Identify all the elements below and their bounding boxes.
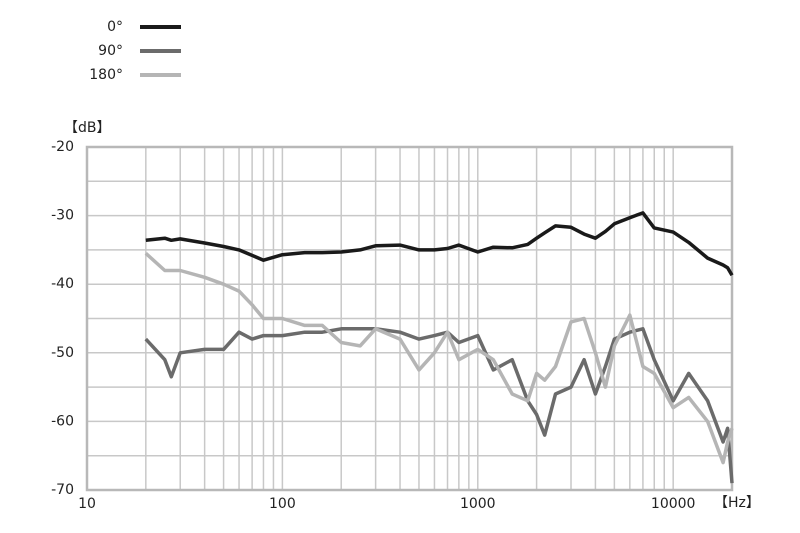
plot-border: [85, 145, 734, 492]
y-tick-label: -60: [51, 413, 74, 429]
x-tick-label: 1000: [460, 496, 496, 512]
series-line: [145, 211, 734, 277]
x-tick-label: 100: [269, 496, 296, 512]
legend-label: 0°: [107, 19, 123, 35]
y-tick-label: -20: [51, 139, 74, 155]
x-axis-label: 【Hz】: [714, 495, 760, 511]
x-tick-label: 10: [78, 496, 96, 512]
legend-label: 90°: [98, 43, 123, 59]
y-axis-label: 【dB】: [64, 120, 111, 136]
legend-label: 180°: [89, 67, 123, 83]
series-line: [144, 327, 734, 484]
y-tick-label: -70: [51, 482, 74, 498]
x-tick-label: 10000: [651, 496, 696, 512]
y-tick-label: -50: [51, 345, 74, 361]
series-line: [144, 252, 734, 465]
y-tick-label: -30: [51, 208, 74, 224]
y-tick-label: -40: [51, 276, 74, 292]
